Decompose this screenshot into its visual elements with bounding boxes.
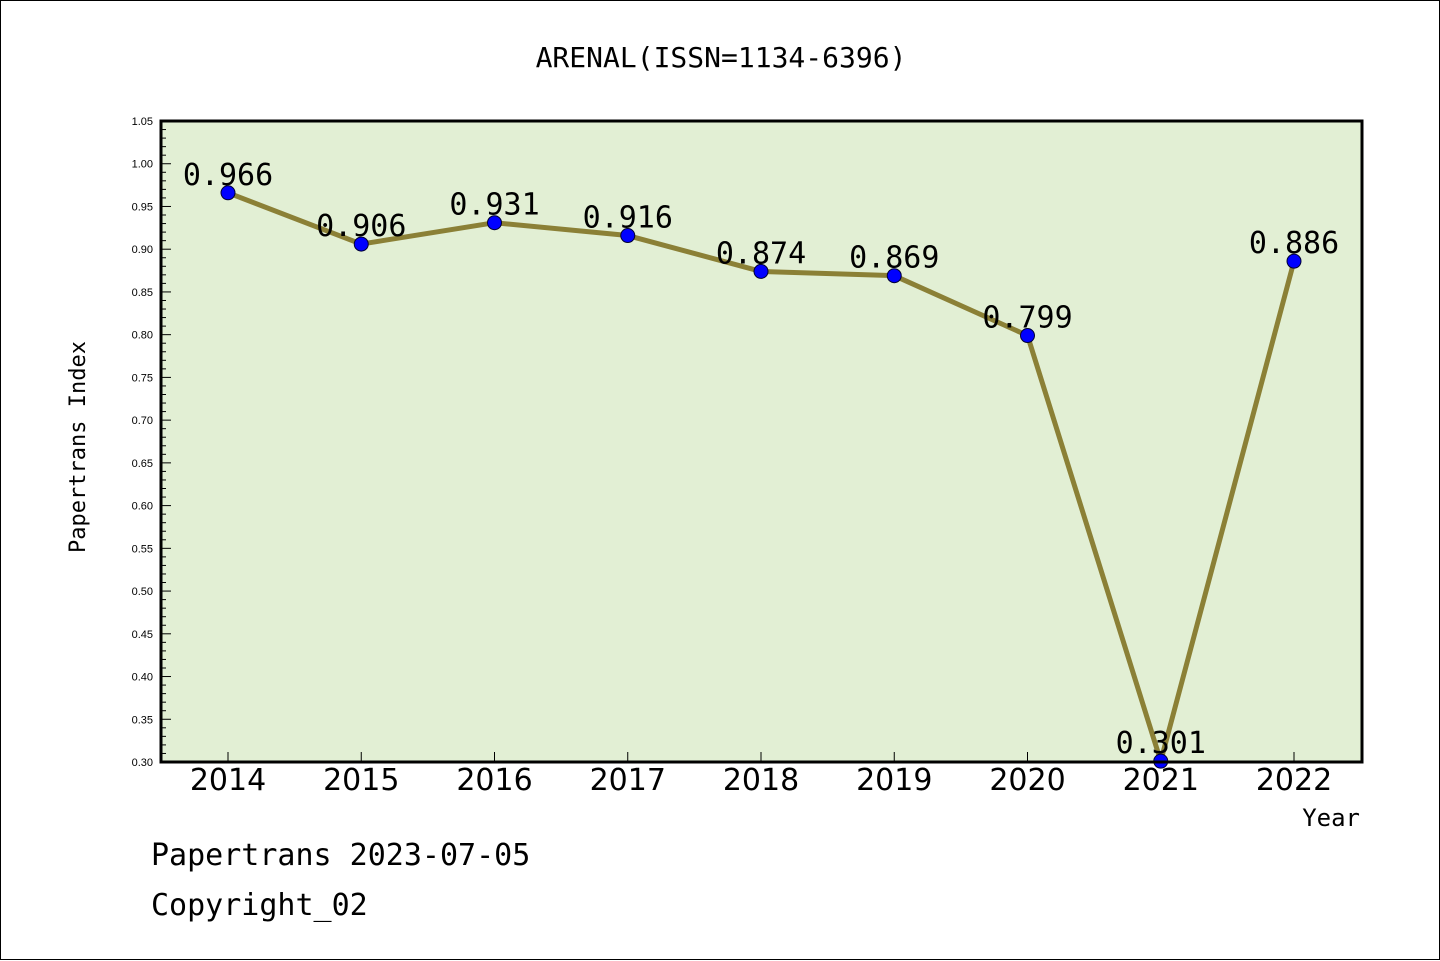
y-tick-label: 0.95	[132, 201, 153, 213]
y-axis-label: Papertrans Index	[66, 341, 91, 553]
y-tick-label: 0.80	[132, 330, 153, 342]
data-label: 0.869	[849, 241, 939, 276]
data-label: 0.906	[316, 209, 406, 244]
x-tick-label: 2017	[590, 763, 666, 798]
data-point	[487, 215, 502, 231]
x-tick-label: 2014	[190, 763, 266, 798]
data-point	[1020, 328, 1035, 344]
y-tick-label: 1.00	[132, 159, 153, 171]
footer-date: Papertrans 2023-07-05	[151, 838, 530, 873]
y-tick-label: 0.35	[132, 714, 153, 726]
y-tick-label: 1.05	[132, 116, 153, 128]
data-label: 0.799	[982, 301, 1072, 336]
y-tick-label: 0.85	[132, 287, 153, 299]
data-label: 0.874	[716, 236, 806, 271]
data-point	[753, 263, 769, 279]
data-point	[620, 228, 636, 244]
data-point	[353, 236, 369, 252]
data-label: 0.886	[1249, 226, 1339, 261]
x-tick-label: 2016	[456, 763, 532, 798]
y-axis: 0.30 0.35 0.40 0.45 0.50 0.55 0.60 0.65 0.70 0.75…	[132, 116, 171, 769]
data-point	[886, 268, 902, 284]
x-axis: 2014 2015 2016 2017 2018 2019 2020 2021 2022	[190, 752, 1332, 798]
data-label: 0.916	[583, 201, 673, 236]
data-point	[1286, 253, 1302, 269]
x-tick-label: 2018	[723, 763, 799, 798]
y-tick-label: 0.65	[132, 458, 153, 470]
y-tick-label: 0.45	[132, 629, 153, 641]
x-axis-label: Year	[1302, 804, 1360, 832]
data-markers	[220, 185, 1302, 769]
y-tick-label: 0.60	[132, 501, 153, 513]
data-point	[220, 185, 236, 201]
plot-border	[159, 119, 1364, 764]
chart-title: ARENAL(ISSN=1134-6396)	[536, 41, 907, 74]
plot-area	[161, 121, 1362, 762]
y-tick-label: 0.75	[132, 372, 153, 384]
y-tick-label: 0.50	[132, 586, 153, 598]
x-tick-label: 2021	[1123, 763, 1199, 798]
data-label: 0.931	[449, 188, 539, 223]
y-tick-label: 0.30	[132, 757, 153, 769]
x-tick-label: 2022	[1256, 763, 1332, 798]
y-tick-label: 0.70	[132, 415, 153, 427]
x-tick-label: 2020	[989, 763, 1065, 798]
footer-copyright: Copyright_02	[151, 888, 368, 923]
x-tick-label: 2019	[856, 763, 932, 798]
x-tick-label: 2015	[323, 763, 399, 798]
data-label: 0.301	[1116, 726, 1206, 761]
data-labels: 0.966 0.906 0.931 0.916 0.874 0.869 0.799 0.301…	[183, 158, 1339, 761]
y-tick-label: 0.40	[132, 672, 153, 684]
y-tick-label: 0.55	[132, 543, 153, 555]
data-label: 0.966	[183, 158, 273, 193]
y-tick-label: 0.90	[132, 244, 153, 256]
